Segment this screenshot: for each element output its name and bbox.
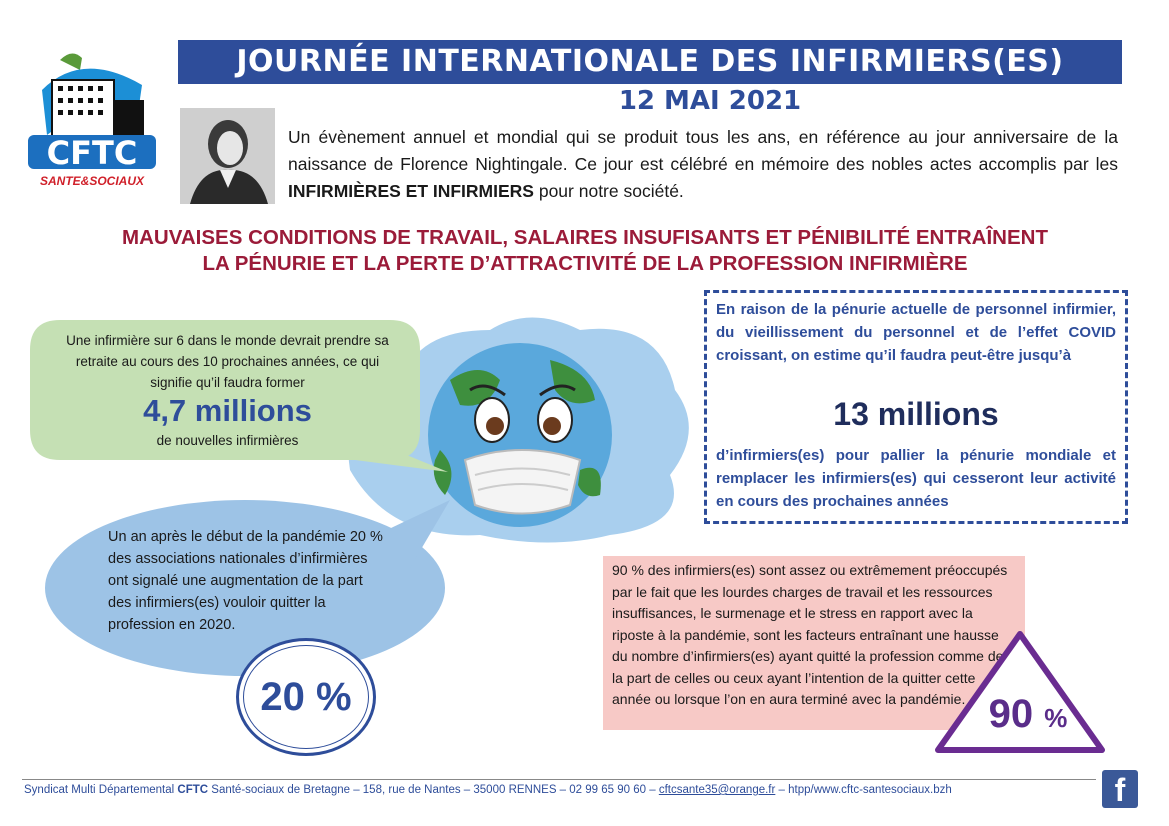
green-bubble-subtext: de nouvelles infirmières: [156, 433, 299, 448]
estimate-box-conclusion: d’infirmiers(es) pour pallier la pénurie…: [716, 447, 1116, 510]
triangle-icon: [934, 630, 1106, 754]
logo-subtext: SANTE&SOCIAUX: [40, 174, 145, 188]
footer-bold: CFTC: [177, 784, 209, 796]
florence-nightingale-portrait: [180, 108, 275, 204]
page-title: JOURNÉE INTERNATIONALE DES INFIRMIERS(ES…: [178, 40, 1122, 84]
percent-20-circle: 20 %: [236, 638, 376, 756]
estimate-box-figure: 13 millions: [833, 396, 999, 432]
intro-bold: INFIRMIÈRES ET INFIRMIERS: [288, 181, 534, 201]
headline-line-1: MAUVAISES CONDITIONS DE TRAVAIL, SALAIRE…: [122, 226, 1048, 249]
green-speech-bubble: [30, 320, 448, 472]
concern-box-text: 90 % des infirmiers(es) sont assez ou ex…: [612, 562, 1008, 707]
headline: MAUVAISES CONDITIONS DE TRAVAIL, SALAIRE…: [30, 225, 1140, 277]
concern-box: [603, 556, 1025, 730]
masked-earth-illustration: [330, 300, 710, 550]
intro-paragraph: Un évènement annuel et mondial qui se pr…: [288, 124, 1118, 205]
facebook-icon[interactable]: f: [1102, 770, 1138, 808]
percent-90-unit: %: [1044, 703, 1068, 733]
footer-website[interactable]: – htpp/www.cftc-santesociaux.bzh: [775, 784, 952, 796]
percent-90-label: 90 %: [978, 692, 1078, 737]
intro-end: pour notre société.: [533, 181, 684, 201]
estimate-box-intro: En raison de la pénurie actuelle de pers…: [716, 301, 1116, 364]
blue-speech-bubble: [40, 498, 450, 678]
percent-90-number: 90: [988, 692, 1034, 736]
green-bubble-figure: 4,7 millions: [143, 393, 312, 428]
headline-line-2: LA PÉNURIE ET LA PERTE D’ATTRACTIVITÉ DE…: [202, 252, 968, 275]
footer-text-2: Santé-sociaux de Bretagne – 158, rue de …: [208, 784, 659, 796]
footer-email-link[interactable]: cftcsante35@orange.fr: [658, 784, 776, 796]
estimate-box: [704, 290, 1128, 524]
logo-text: CFTC: [47, 134, 138, 172]
cftc-logo: CFTC SANTE&SOCIAUX: [22, 40, 162, 190]
intro-text: Un évènement annuel et mondial qui se pr…: [288, 127, 1118, 174]
green-bubble-text: Une infirmière sur 6 dans le monde devra…: [66, 333, 389, 390]
event-date: 12 MAI 2021: [618, 86, 802, 116]
footer: Syndicat Multi Départemental CFTC Santé-…: [24, 784, 1094, 796]
footer-divider: [22, 779, 1096, 780]
footer-text-1: Syndicat Multi Départemental: [24, 784, 178, 796]
blue-bubble-text: Un an après le début de la pandémie 20 %…: [108, 529, 383, 633]
